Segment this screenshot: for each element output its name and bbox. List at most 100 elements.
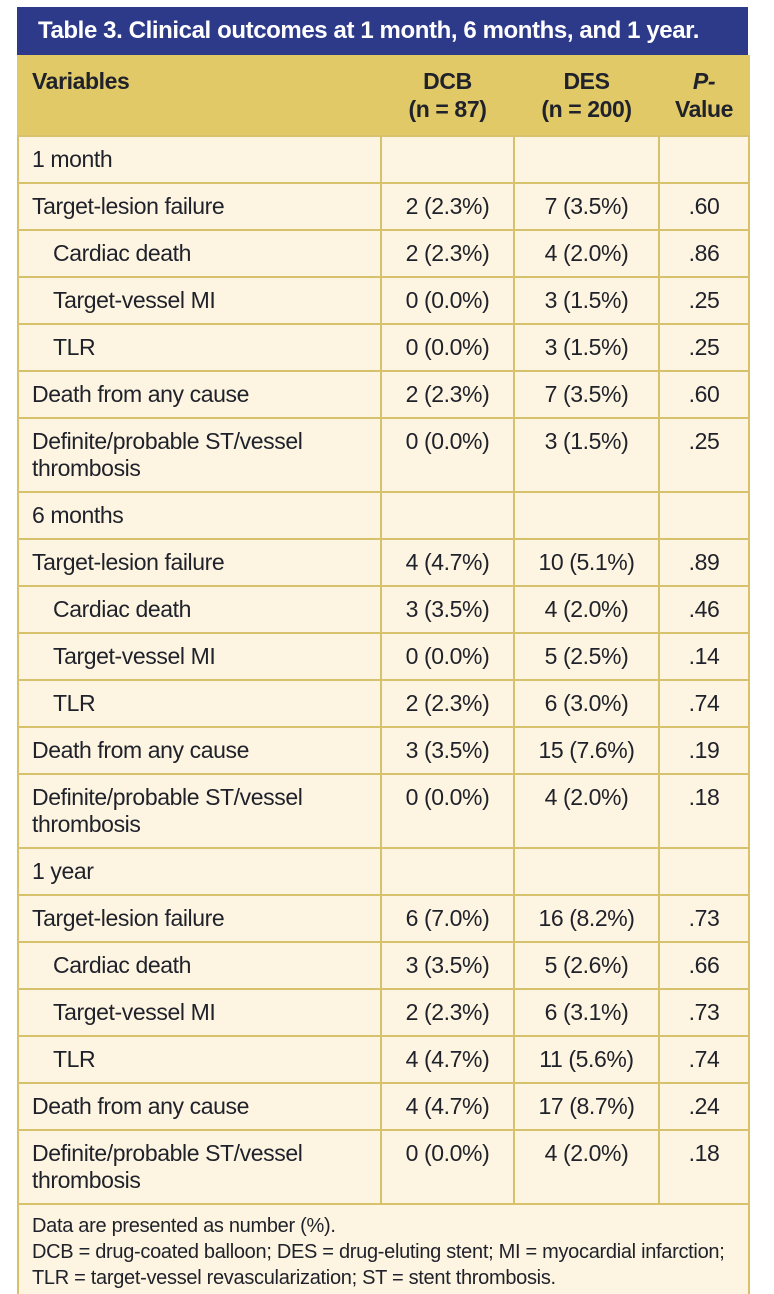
row-label: Death from any cause	[17, 370, 382, 419]
footnote-line-2: DCB = drug-coated balloon; DES = drug-el…	[32, 1241, 725, 1289]
row-label: Target-vessel MI	[17, 988, 382, 1037]
cell-pvalue: .89	[658, 538, 750, 587]
row-label: Target-vessel MI	[17, 632, 382, 681]
cell-des-value: 6 (3.0%)	[513, 679, 660, 728]
footnote-cell: Data are presented as number (%). DCB = …	[17, 1203, 750, 1294]
table-row: Target-vessel MI 0 (0.0%) 5 (2.5%) .14	[17, 632, 750, 681]
table-row: Cardiac death 3 (3.5%) 5 (2.6%) .66	[17, 941, 750, 990]
row-label: 6 months	[17, 491, 382, 540]
clinical-outcomes-table-card: Table 3. Clinical outcomes at 1 month, 6…	[17, 7, 750, 1294]
row-label: Definite/probable ST/vessel thrombosis	[17, 1129, 382, 1205]
cell-des-value: 4 (2.0%)	[513, 585, 660, 634]
cell-pvalue: .24	[658, 1082, 750, 1131]
cell-dcb-value: 0 (0.0%)	[380, 632, 515, 681]
outcomes-table: Variables DCB (n = 87) DES (n = 200) P- …	[17, 55, 750, 1294]
cell-pvalue: .60	[658, 370, 750, 419]
table-row: Death from any cause 4 (4.7%) 17 (8.7%) …	[17, 1082, 750, 1131]
column-header-variables: Variables	[17, 55, 382, 137]
table-row: Target-lesion failure 2 (2.3%) 7 (3.5%) …	[17, 182, 750, 231]
cell-dcb-value	[380, 135, 515, 184]
cell-des-value: 17 (8.7%)	[513, 1082, 660, 1131]
row-label: Cardiac death	[17, 941, 382, 990]
cell-pvalue: .14	[658, 632, 750, 681]
cell-des-value: 4 (2.0%)	[513, 229, 660, 278]
column-header-dcb: DCB (n = 87)	[380, 55, 515, 137]
cell-pvalue: .66	[658, 941, 750, 990]
cell-des-value: 3 (1.5%)	[513, 276, 660, 325]
cell-dcb-value: 0 (0.0%)	[380, 417, 515, 493]
cell-pvalue	[658, 847, 750, 896]
cell-pvalue: .25	[658, 323, 750, 372]
cell-dcb-value: 2 (2.3%)	[380, 229, 515, 278]
dcb-header-label: DCB	[423, 68, 472, 94]
cell-dcb-value: 6 (7.0%)	[380, 894, 515, 943]
footnote-row: Data are presented as number (%). DCB = …	[17, 1203, 750, 1294]
cell-des-value: 6 (3.1%)	[513, 988, 660, 1037]
cell-pvalue: .74	[658, 1035, 750, 1084]
table-row: Definite/probable ST/vessel thrombosis 0…	[17, 773, 750, 849]
cell-dcb-value: 0 (0.0%)	[380, 323, 515, 372]
cell-dcb-value: 3 (3.5%)	[380, 941, 515, 990]
table-row: Cardiac death 3 (3.5%) 4 (2.0%) .46	[17, 585, 750, 634]
row-label: Target-lesion failure	[17, 182, 382, 231]
cell-des-value: 3 (1.5%)	[513, 323, 660, 372]
cell-des-value: 4 (2.0%)	[513, 773, 660, 849]
footnote-line-1: Data are presented as number (%).	[32, 1215, 336, 1237]
cell-des-value: 5 (2.6%)	[513, 941, 660, 990]
table-row: TLR 4 (4.7%) 11 (5.6%) .74	[17, 1035, 750, 1084]
cell-des-value: 10 (5.1%)	[513, 538, 660, 587]
row-label: Definite/probable ST/vessel thrombosis	[17, 773, 382, 849]
header-row: Variables DCB (n = 87) DES (n = 200) P- …	[17, 55, 750, 137]
table-row: Death from any cause 2 (2.3%) 7 (3.5%) .…	[17, 370, 750, 419]
table-row: Target-lesion failure 6 (7.0%) 16 (8.2%)…	[17, 894, 750, 943]
cell-des-value: 11 (5.6%)	[513, 1035, 660, 1084]
cell-des-value: 3 (1.5%)	[513, 417, 660, 493]
cell-pvalue: .74	[658, 679, 750, 728]
cell-pvalue: .73	[658, 988, 750, 1037]
table-row: Cardiac death 2 (2.3%) 4 (2.0%) .86	[17, 229, 750, 278]
cell-des-value	[513, 491, 660, 540]
cell-dcb-value: 0 (0.0%)	[380, 773, 515, 849]
table-row: TLR 0 (0.0%) 3 (1.5%) .25	[17, 323, 750, 372]
row-label: 1 month	[17, 135, 382, 184]
cell-dcb-value: 0 (0.0%)	[380, 276, 515, 325]
cell-pvalue: .86	[658, 229, 750, 278]
table-row: 1 year	[17, 847, 750, 896]
table-body: 1 month Target-lesion failure 2 (2.3%) 7…	[17, 135, 750, 1205]
cell-des-value: 7 (3.5%)	[513, 370, 660, 419]
table-title: Table 3. Clinical outcomes at 1 month, 6…	[17, 7, 748, 55]
cell-pvalue: .18	[658, 773, 750, 849]
table-row: 1 month	[17, 135, 750, 184]
cell-dcb-value: 3 (3.5%)	[380, 726, 515, 775]
row-label: TLR	[17, 1035, 382, 1084]
cell-des-value	[513, 847, 660, 896]
cell-des-value: 7 (3.5%)	[513, 182, 660, 231]
table-row: TLR 2 (2.3%) 6 (3.0%) .74	[17, 679, 750, 728]
row-label: Target-vessel MI	[17, 276, 382, 325]
pvalue-header-value: Value	[674, 96, 734, 122]
table-row: Target-lesion failure 4 (4.7%) 10 (5.1%)…	[17, 538, 750, 587]
des-header-label: DES	[563, 68, 610, 94]
column-header-des: DES (n = 200)	[513, 55, 660, 137]
cell-pvalue	[658, 491, 750, 540]
row-label: Death from any cause	[17, 726, 382, 775]
row-label: Cardiac death	[17, 585, 382, 634]
cell-des-value: 4 (2.0%)	[513, 1129, 660, 1205]
dcb-header-n: (n = 87)	[408, 96, 487, 122]
table-header: Variables DCB (n = 87) DES (n = 200) P- …	[17, 55, 750, 137]
column-header-pvalue: P- Value	[658, 55, 750, 137]
table-row: Definite/probable ST/vessel thrombosis 0…	[17, 1129, 750, 1205]
table-footer: Data are presented as number (%). DCB = …	[17, 1203, 750, 1294]
row-label: Target-lesion failure	[17, 538, 382, 587]
pvalue-header-p: P-	[692, 68, 716, 94]
cell-des-value: 5 (2.5%)	[513, 632, 660, 681]
cell-pvalue: .46	[658, 585, 750, 634]
cell-dcb-value: 0 (0.0%)	[380, 1129, 515, 1205]
cell-dcb-value: 4 (4.7%)	[380, 538, 515, 587]
cell-pvalue: .25	[658, 276, 750, 325]
table-row: Target-vessel MI 2 (2.3%) 6 (3.1%) .73	[17, 988, 750, 1037]
table-row: 6 months	[17, 491, 750, 540]
table-row: Death from any cause 3 (3.5%) 15 (7.6%) …	[17, 726, 750, 775]
cell-pvalue: .19	[658, 726, 750, 775]
cell-dcb-value: 3 (3.5%)	[380, 585, 515, 634]
